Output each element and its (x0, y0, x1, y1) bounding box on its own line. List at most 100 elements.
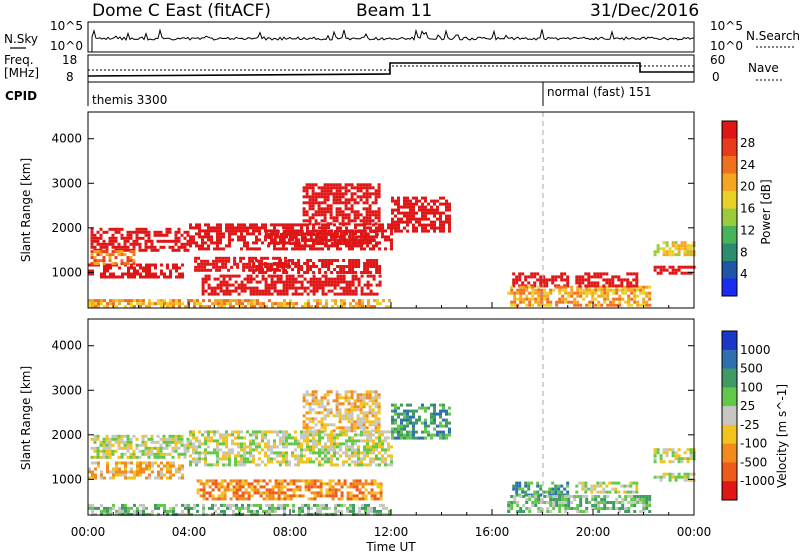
data-cell (366, 239, 370, 242)
data-cell (320, 411, 324, 415)
data-cell (534, 498, 538, 501)
data-cell (302, 396, 306, 400)
data-cell (297, 445, 300, 449)
data-cell (255, 292, 259, 296)
data-cell (686, 478, 690, 482)
data-cell (330, 454, 333, 458)
data-cell (305, 189, 309, 193)
data-cell (280, 506, 283, 510)
data-cell (220, 485, 224, 489)
data-cell (276, 280, 280, 284)
data-cell (515, 484, 519, 488)
data-cell (371, 396, 375, 400)
data-cell (433, 202, 436, 206)
data-cell (371, 219, 375, 223)
data-cell (291, 451, 294, 455)
data-cell (632, 278, 636, 282)
data-cell (126, 233, 130, 237)
data-cell (600, 294, 604, 298)
data-cell (671, 475, 675, 479)
data-cell (326, 189, 330, 193)
data-cell (582, 297, 586, 301)
data-cell (217, 482, 221, 486)
data-cell (343, 479, 347, 483)
data-cell (332, 219, 336, 223)
data-cell (273, 274, 277, 278)
data-cell (297, 439, 300, 443)
data-cell (231, 238, 234, 242)
data-cell (105, 230, 109, 234)
data-cell (372, 277, 376, 281)
data-cell (194, 268, 198, 272)
data-cell (561, 498, 565, 501)
data-cell (323, 183, 327, 187)
data-cell (258, 232, 261, 236)
data-cell (339, 274, 343, 278)
data-cell (336, 259, 340, 262)
data-cell (397, 412, 400, 416)
data-cell (279, 463, 282, 467)
data-cell (561, 501, 565, 504)
data-cell (530, 272, 534, 276)
data-cell (99, 440, 103, 444)
data-cell (273, 236, 277, 239)
data-cell (324, 433, 327, 437)
data-cell (350, 411, 354, 415)
data-cell (304, 479, 308, 483)
data-cell (612, 288, 616, 292)
data-cell (291, 283, 295, 287)
data-cell (378, 436, 381, 440)
data-cell (267, 454, 270, 458)
data-cell (256, 479, 260, 483)
data-cell (252, 226, 255, 230)
data-cell (163, 506, 166, 510)
data-cell (439, 433, 442, 437)
data-cell (302, 207, 306, 211)
data-cell (516, 291, 520, 295)
data-cell (237, 433, 240, 437)
data-cell (555, 303, 559, 307)
data-cell (555, 300, 559, 304)
data-cell (294, 430, 297, 434)
data-cell (338, 198, 342, 202)
data-cell (265, 494, 269, 498)
data-cell (244, 299, 247, 303)
data-cell (108, 227, 112, 231)
data-cell (97, 464, 100, 468)
data-cell (564, 501, 568, 504)
data-cell (166, 461, 169, 465)
data-cell (130, 470, 133, 474)
data-cell (264, 433, 267, 437)
data-cell (117, 446, 121, 450)
data-cell (211, 302, 214, 306)
data-cell (291, 238, 294, 242)
data-cell (308, 429, 312, 433)
data-cell (157, 470, 160, 474)
data-cell (327, 283, 331, 287)
data-cell (298, 479, 302, 483)
data-cell (522, 510, 526, 513)
data-cell (243, 289, 247, 293)
data-cell (686, 457, 690, 461)
data-cell (91, 470, 94, 474)
data-cell (166, 470, 169, 474)
data-cell (222, 289, 226, 293)
data-cell (112, 503, 115, 507)
data-cell (300, 223, 303, 227)
data-cell (265, 512, 268, 516)
data-cell (261, 436, 264, 440)
data-cell (126, 245, 130, 249)
data-cell (635, 272, 639, 276)
data-cell (606, 297, 610, 301)
data-cell (596, 272, 600, 276)
data-cell (378, 451, 381, 455)
data-cell (320, 402, 324, 406)
data-cell (394, 421, 397, 425)
data-cell (217, 512, 220, 516)
data-cell (347, 189, 351, 193)
data-cell (280, 491, 284, 495)
data-cell (276, 274, 280, 278)
data-cell (123, 440, 127, 444)
data-cell (354, 433, 357, 437)
data-cell (282, 454, 285, 458)
